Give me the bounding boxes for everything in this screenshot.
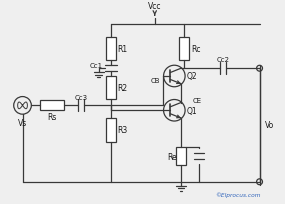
Text: Re: Re bbox=[167, 152, 177, 161]
Text: Cc2: Cc2 bbox=[217, 57, 230, 63]
Text: R3: R3 bbox=[117, 126, 128, 135]
Text: Rc: Rc bbox=[191, 45, 200, 54]
Text: R1: R1 bbox=[117, 45, 128, 54]
Text: Cc1: Cc1 bbox=[90, 63, 103, 69]
Text: Q1: Q1 bbox=[187, 106, 198, 115]
Text: Vcc: Vcc bbox=[148, 2, 162, 11]
Text: ©Elprocus.com: ©Elprocus.com bbox=[215, 192, 261, 197]
Text: Vo: Vo bbox=[265, 121, 275, 130]
Text: CE: CE bbox=[193, 98, 202, 104]
Text: CB: CB bbox=[151, 78, 160, 83]
Bar bbox=[106, 119, 115, 142]
Bar bbox=[40, 101, 64, 111]
Bar bbox=[106, 77, 115, 100]
Text: R2: R2 bbox=[117, 84, 128, 93]
Text: Q2: Q2 bbox=[187, 72, 198, 81]
Bar bbox=[176, 148, 186, 165]
Text: Vs: Vs bbox=[18, 119, 27, 128]
Bar bbox=[179, 38, 189, 61]
Bar bbox=[106, 38, 115, 61]
Text: Rs: Rs bbox=[47, 113, 57, 122]
Text: Cc3: Cc3 bbox=[75, 95, 88, 101]
